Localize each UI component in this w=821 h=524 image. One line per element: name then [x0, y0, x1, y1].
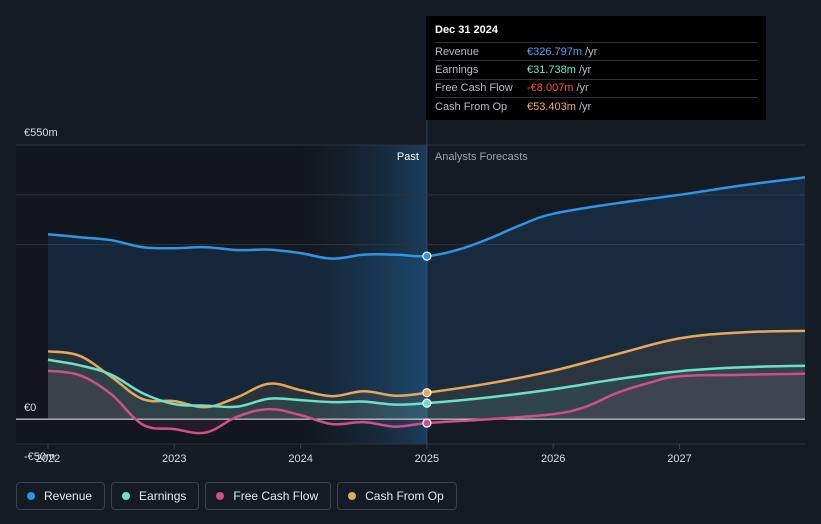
x-tick-label: 2027: [667, 453, 691, 465]
tooltip-row-revenue: Revenue €326.797m /yr: [435, 42, 758, 60]
cash-from-op-dot-icon: [348, 492, 357, 500]
tooltip: Dec 31 2024 Revenue €326.797m /yr Earnin…: [426, 16, 766, 120]
legend-label: Cash From Op: [365, 489, 444, 503]
y-tick-label: €0: [24, 402, 36, 414]
marker-cash-from-op: [422, 388, 432, 398]
tooltip-unit: /yr: [578, 64, 592, 77]
tooltip-row-free-cash-flow: Free Cash Flow -€8.007m /yr: [435, 78, 758, 97]
legend: Revenue Earnings Free Cash Flow Cash Fro…: [16, 482, 457, 510]
tooltip-label: Cash From Op: [435, 100, 508, 113]
tooltip-row-cash-from-op: Cash From Op €53.403m /yr: [435, 97, 758, 115]
tooltip-label: Free Cash Flow: [435, 82, 513, 95]
tooltip-label: Revenue: [435, 45, 480, 58]
tooltip-date: Dec 31 2024: [435, 24, 498, 36]
tooltip-value-cash-from-op: €53.403m: [527, 100, 576, 113]
marker-earnings: [422, 398, 432, 408]
legend-label: Earnings: [139, 489, 187, 503]
tooltip-row-earnings: Earnings €31.738m /yr: [435, 60, 758, 78]
x-tick-label: 2022: [36, 453, 60, 465]
tooltip-value-earnings: €31.738m: [527, 64, 576, 77]
tooltip-unit: /yr: [585, 45, 598, 58]
tooltip-value-revenue: €326.797m: [527, 45, 583, 58]
tooltip-unit: /yr: [578, 100, 592, 113]
tooltip-value-free-cash-flow: -€8.007m: [527, 82, 574, 95]
area-earnings: [48, 359, 805, 420]
y-tick-label: -€50m: [24, 451, 55, 463]
y-tick-label: €550m: [24, 127, 58, 139]
tooltip-unit: /yr: [576, 82, 589, 95]
line-cash-from-op: [47, 329, 806, 409]
area-cash-from-op: [48, 330, 805, 420]
legend-item-free-cash-flow[interactable]: Free Cash Flow: [205, 482, 332, 510]
x-tick-label: 2024: [288, 453, 312, 465]
marker-free-cash-flow: [422, 418, 432, 428]
area-revenue: [48, 177, 805, 420]
free-cash-flow-dot-icon: [216, 492, 225, 500]
line-revenue: [47, 176, 806, 260]
legend-label: Free Cash Flow: [233, 489, 319, 503]
revenue-dot-icon: [27, 492, 35, 500]
line-free-cash-flow: [47, 369, 806, 435]
x-tick-label: 2023: [162, 453, 186, 465]
line-earnings: [47, 358, 806, 409]
legend-label: Revenue: [44, 489, 93, 503]
x-tick-label: 2025: [415, 453, 439, 465]
legend-item-earnings[interactable]: Earnings: [111, 482, 200, 510]
marker-revenue: [422, 251, 432, 261]
past-label: Past: [397, 151, 419, 163]
forecast-label: Analysts Forecasts: [435, 151, 528, 163]
legend-item-cash-from-op[interactable]: Cash From Op: [337, 482, 457, 510]
x-tick-label: 2026: [541, 453, 565, 465]
tooltip-label: Earnings: [435, 64, 479, 77]
earnings-dot-icon: [122, 492, 131, 500]
legend-item-revenue[interactable]: Revenue: [16, 482, 106, 510]
